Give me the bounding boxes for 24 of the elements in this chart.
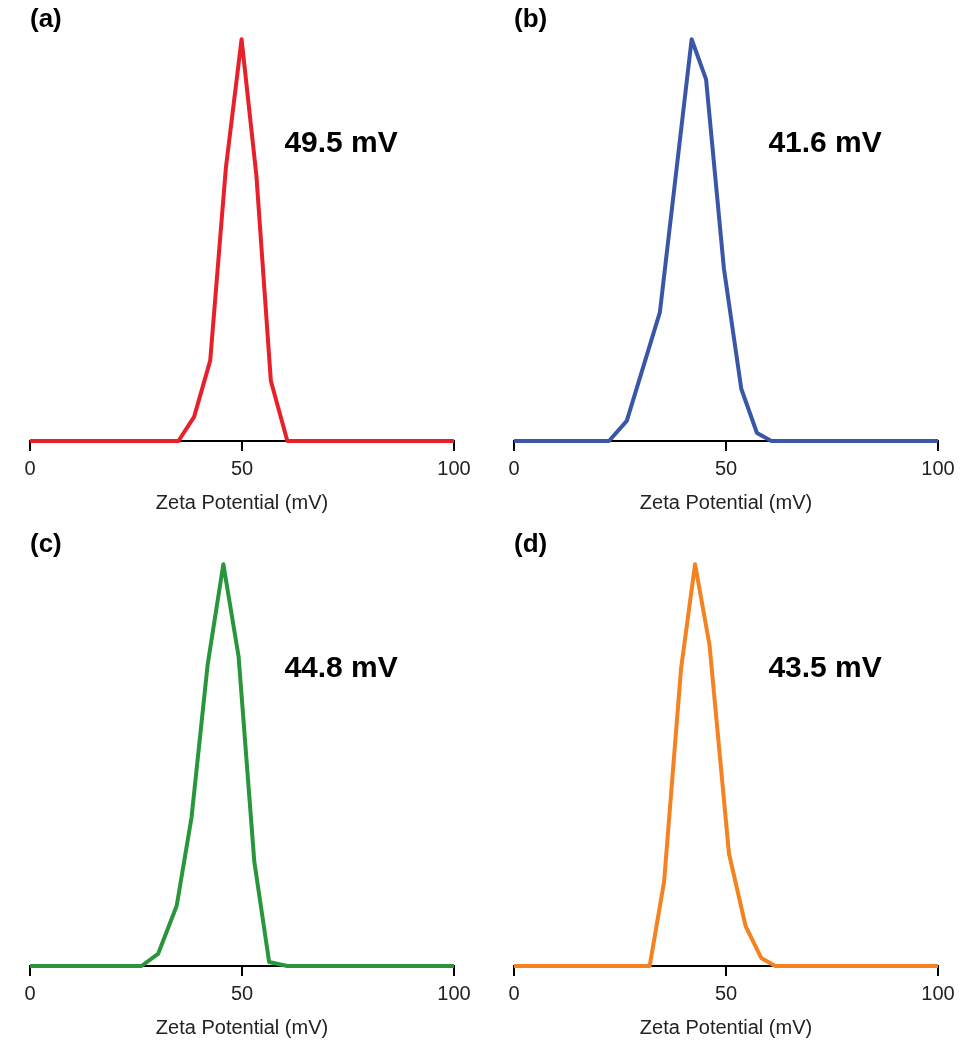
x-axis-title: Zeta Potential (mV) [155, 490, 329, 513]
x-tick-label: 100 [437, 456, 471, 479]
x-tick-label: 50 [714, 981, 738, 1004]
annotation: 49.5 mV [284, 124, 398, 158]
x-tick-label: 0 [508, 981, 520, 1004]
x-axis-title: Zeta Potential (mV) [155, 1015, 329, 1038]
chart-title: (a) [30, 2, 62, 33]
x-tick-label: 50 [714, 456, 738, 479]
x-axis-title: Zeta Potential (mV) [639, 1015, 813, 1038]
annotation: 43.5 mV [768, 649, 882, 683]
x-tick-label: 100 [921, 981, 955, 1004]
x-tick-label: 50 [230, 456, 254, 479]
chart-title: (d) [514, 527, 548, 558]
x-tick-label: 50 [230, 981, 254, 1004]
x-tick-label: 100 [437, 981, 471, 1004]
x-axis-title: Zeta Potential (mV) [639, 490, 813, 513]
x-tick-label: 0 [24, 981, 36, 1004]
x-tick-label: 0 [508, 456, 520, 479]
x-tick-label: 0 [24, 456, 36, 479]
x-tick-label: 100 [921, 456, 955, 479]
chart-title: (c) [30, 527, 62, 558]
annotation: 44.8 mV [284, 649, 398, 683]
chart-title: (b) [514, 2, 548, 33]
annotation: 41.6 mV [768, 124, 882, 158]
